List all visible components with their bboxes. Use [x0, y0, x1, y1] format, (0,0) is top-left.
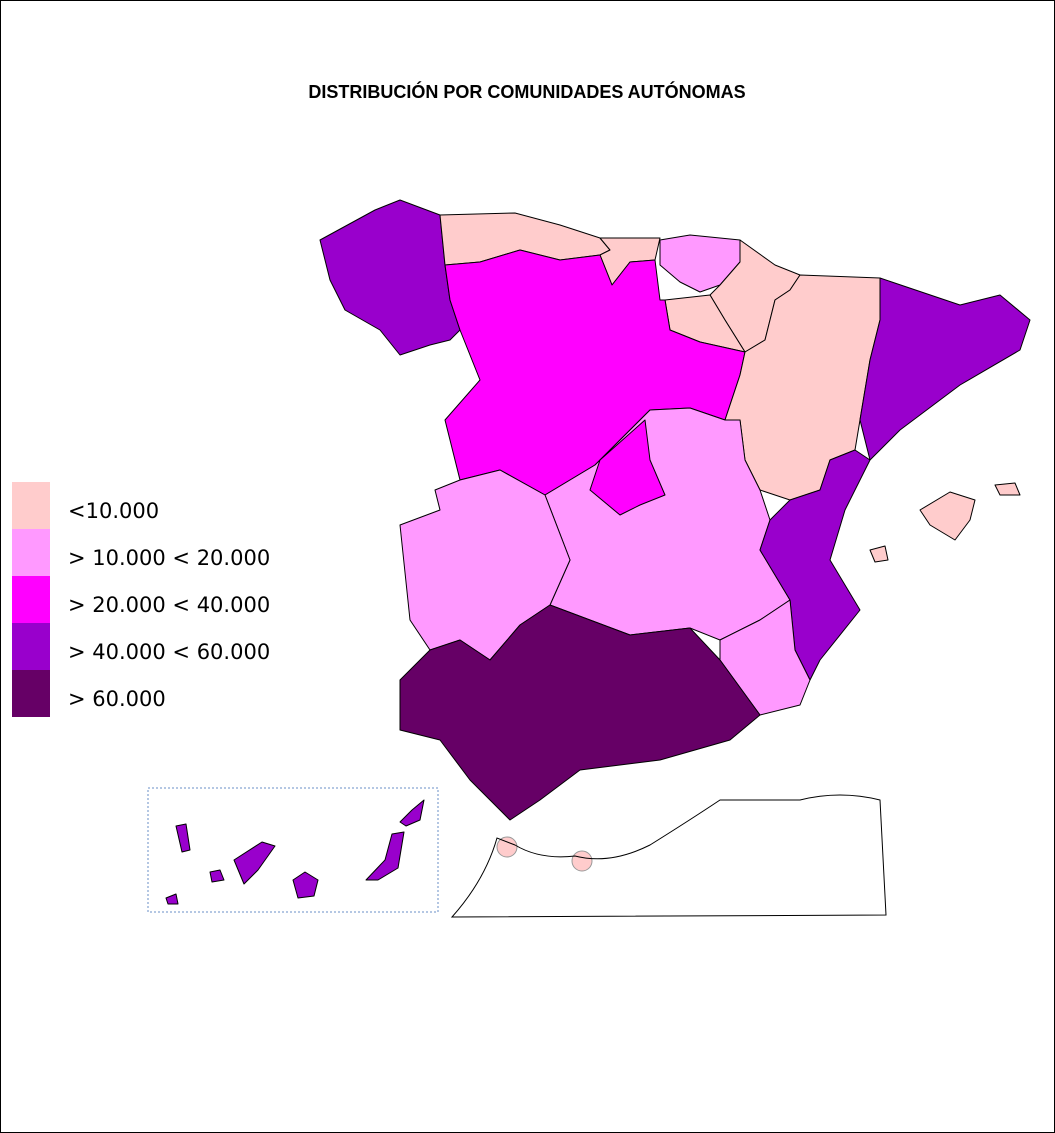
- region: [165, 893, 179, 905]
- legend-label: > 10.000 < 20.000: [68, 546, 270, 570]
- region: [319, 199, 461, 356]
- legend-swatch: [12, 529, 50, 576]
- region: [399, 799, 425, 827]
- region: [589, 419, 666, 516]
- region: [292, 871, 319, 899]
- legend-swatch: [12, 670, 50, 717]
- region: [233, 841, 276, 885]
- legend-swatch: [12, 482, 50, 529]
- region: [919, 491, 976, 541]
- legend-label: > 20.000 < 40.000: [68, 593, 270, 617]
- legend: <10.000 > 10.000 < 20.000 > 20.000 < 40.00…: [12, 482, 270, 717]
- region: [859, 277, 1031, 461]
- map-title: DISTRIBUCIÓN POR COMUNIDADES AUTÓNOMAS: [308, 81, 745, 102]
- legend-label: > 60.000: [68, 687, 166, 711]
- region: [175, 823, 191, 853]
- legend-swatch: [12, 576, 50, 623]
- region: [571, 850, 593, 872]
- canary-inset: [147, 787, 439, 913]
- region: [365, 831, 405, 881]
- region: [496, 836, 518, 858]
- region: [399, 604, 761, 821]
- region: [994, 482, 1021, 496]
- legend-label: > 40.000 < 60.000: [68, 640, 270, 664]
- coast-outline: [450, 794, 887, 918]
- regions: [165, 199, 1031, 905]
- region: [209, 869, 225, 883]
- legend-label: <10.000: [68, 499, 159, 523]
- region: [869, 545, 889, 563]
- legend-swatch: [12, 623, 50, 670]
